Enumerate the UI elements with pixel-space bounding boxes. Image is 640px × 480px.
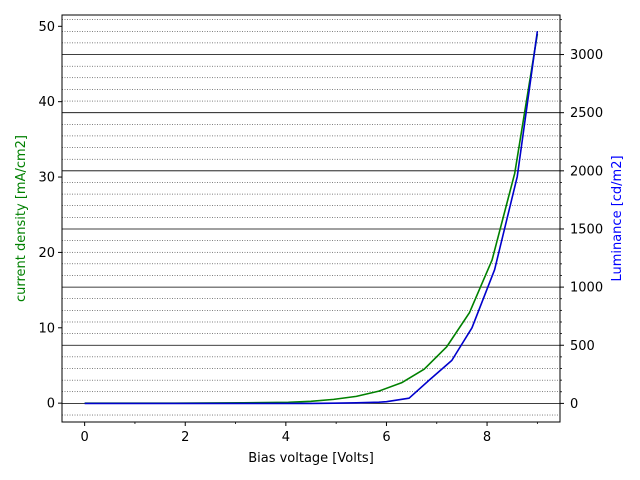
left-tick-label: 10 xyxy=(38,321,55,336)
left-tick-label: 30 xyxy=(38,171,55,186)
x-tick-label: 8 xyxy=(483,430,491,445)
x-tick-label: 0 xyxy=(80,430,88,445)
right-tick-label: 500 xyxy=(570,339,595,354)
right-tick-label: 2500 xyxy=(570,106,603,121)
x-tick-label: 4 xyxy=(282,430,290,445)
luminance-grid xyxy=(62,19,560,416)
right-tick-label: 1000 xyxy=(570,281,603,296)
series-layer xyxy=(84,31,539,405)
luminance-line xyxy=(84,31,539,405)
left-tick-label: 50 xyxy=(38,20,55,35)
plot-frame xyxy=(61,14,561,423)
left-tick-label: 0 xyxy=(47,397,55,412)
x-axis-label: Bias voltage [Volts] xyxy=(248,451,374,466)
right-tick-label: 1500 xyxy=(570,222,603,237)
right-axis-label: Luminance [cd/m2] xyxy=(610,155,625,281)
right-axis-ticks: 0 500 1000 1500 2000 2500 3000 xyxy=(560,19,603,412)
left-tick-label: 20 xyxy=(38,246,55,261)
right-tick-label: 2000 xyxy=(570,164,603,179)
left-axis-label: current density [mA/cm2] xyxy=(14,135,29,302)
x-tick-label: 6 xyxy=(382,430,390,445)
x-axis-ticks: 0 2 4 6 8 xyxy=(80,422,538,445)
left-axis-ticks: 0 10 20 30 40 50 xyxy=(38,20,62,412)
x-tick-label: 2 xyxy=(181,430,189,445)
left-tick-label: 40 xyxy=(38,95,55,110)
right-tick-label: 3000 xyxy=(570,48,603,63)
right-tick-label: 0 xyxy=(570,397,578,412)
